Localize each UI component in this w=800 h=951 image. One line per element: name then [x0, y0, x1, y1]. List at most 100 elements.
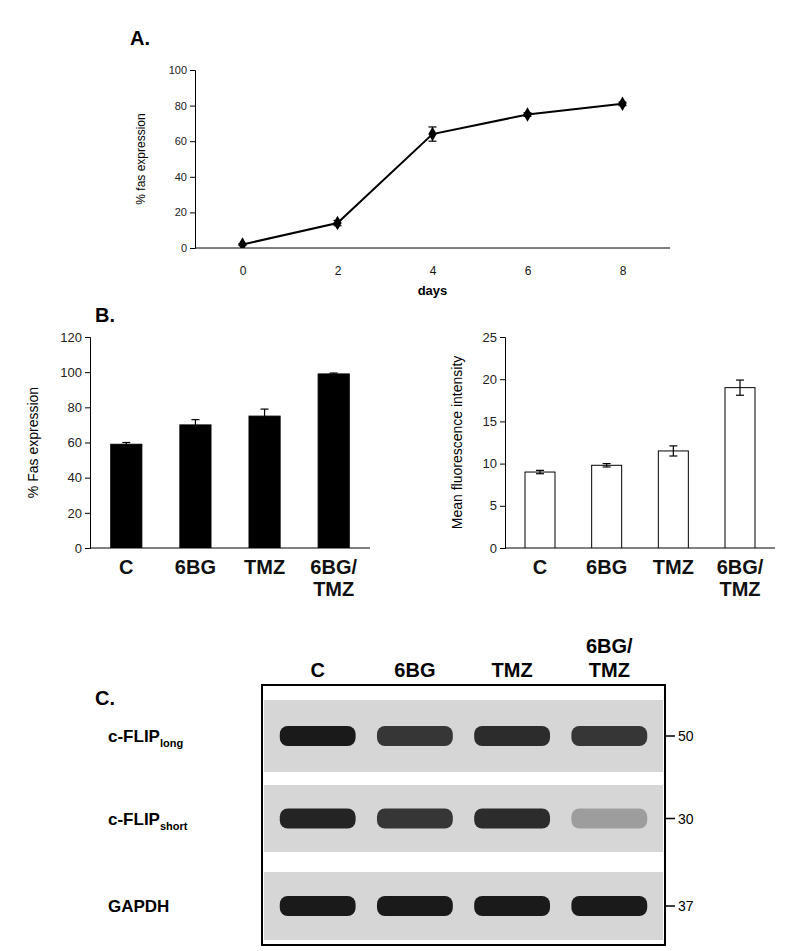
- band: [377, 896, 453, 916]
- marker: [618, 97, 626, 111]
- y-tick-mark: [190, 248, 195, 249]
- x-tick: TMZ: [244, 548, 285, 578]
- y-tick: 20: [68, 505, 90, 520]
- x-tick-label: 6: [525, 264, 532, 278]
- bar: [592, 465, 622, 548]
- plot-area: [238, 97, 626, 248]
- error-bar: [122, 443, 130, 447]
- chart-2: 0510152025C6BGTMZ6BG/TMZMean fluorescenc…: [449, 330, 775, 601]
- error-bar: [191, 420, 199, 431]
- marker: [428, 127, 436, 141]
- y-tick-label: 0: [490, 541, 497, 556]
- x-tick: C: [533, 548, 547, 578]
- lane-label: TMZ: [492, 659, 533, 681]
- plot-area: [111, 373, 350, 548]
- y-axis-line: [500, 338, 506, 549]
- x-tick: 8: [620, 248, 627, 278]
- y-tick: 100: [169, 64, 195, 76]
- y-axis-line: [190, 71, 196, 249]
- y-tick: 0: [490, 541, 505, 556]
- y-tick-label: 100: [60, 365, 82, 380]
- x-axis: C 6BG TMZ 6BG/TMZ: [90, 548, 370, 600]
- y-tick-label: 80: [175, 100, 187, 112]
- x-tick: 4: [430, 248, 437, 278]
- x-tick: 6BG/TMZ: [717, 548, 764, 600]
- band: [474, 726, 550, 746]
- plot-area: [525, 380, 755, 548]
- y-axis-title: % Fas expression: [25, 387, 41, 498]
- error-bar-segment: [603, 463, 611, 464]
- x-tick-label: 2: [335, 264, 342, 278]
- y-tick-label: 40: [175, 171, 187, 183]
- y-tick: 80: [68, 400, 90, 415]
- x-axis-line: [195, 248, 670, 249]
- blot-strip: [264, 872, 663, 940]
- band: [474, 809, 550, 829]
- y-tick-mark: [85, 548, 90, 549]
- lane-label: C: [310, 659, 324, 681]
- y-tick-mark: [500, 421, 505, 422]
- band: [280, 809, 356, 829]
- error-bar: [603, 464, 611, 467]
- kda-tick: [665, 735, 675, 737]
- y-axis: 020406080100: [169, 64, 196, 254]
- y-tick: 40: [175, 171, 195, 183]
- y-tick-label: 40: [68, 470, 82, 485]
- y-tick: 40: [68, 470, 90, 485]
- y-tick: 5: [490, 498, 505, 513]
- error-bar-segment: [264, 409, 265, 423]
- figure: 02040608010002468% fas expressiondaysA.0…: [0, 0, 800, 951]
- x-tick: TMZ: [653, 548, 694, 578]
- y-tick: 20: [483, 372, 505, 387]
- x-tick-label: 4: [430, 264, 437, 278]
- panel-label: A.: [130, 27, 150, 49]
- y-tick-mark: [190, 141, 195, 142]
- row-label-sub: long: [160, 737, 183, 749]
- error-bar-segment: [603, 466, 611, 467]
- y-tick-mark: [500, 506, 505, 507]
- y-tick-label: 5: [490, 498, 497, 513]
- y-tick-mark: [500, 548, 505, 549]
- x-tick-label: 8: [620, 264, 627, 278]
- y-tick-label: 20: [68, 505, 82, 520]
- x-tick-label: 6BG: [175, 556, 216, 578]
- y-tick-label: 20: [483, 372, 497, 387]
- y-tick-mark: [85, 478, 90, 479]
- x-axis-title: days: [418, 283, 448, 298]
- y-tick-mark: [85, 513, 90, 514]
- y-tick-label: 0: [75, 541, 82, 556]
- y-axis: 020406080100120: [60, 330, 90, 556]
- error-bar: [669, 446, 677, 456]
- error-bar-segment: [536, 470, 544, 471]
- y-tick-label: 15: [483, 414, 497, 429]
- band: [377, 726, 453, 746]
- blot-frame: [262, 685, 665, 945]
- y-tick-label: 120: [60, 330, 82, 345]
- error-bar-segment: [191, 430, 199, 431]
- y-tick: 15: [483, 414, 505, 429]
- error-bar-segment: [739, 380, 740, 395]
- error-bar-segment: [736, 395, 744, 396]
- line: [243, 104, 623, 245]
- kda-tick: [665, 905, 675, 907]
- y-tick-mark: [190, 212, 195, 213]
- error-bar: [261, 409, 269, 423]
- band: [571, 896, 647, 916]
- row-label: GAPDH: [108, 897, 169, 916]
- y-tick-mark: [190, 106, 195, 107]
- y-tick-label: 20: [175, 206, 187, 218]
- row-label-sub: short: [160, 820, 188, 832]
- y-tick: 25: [483, 330, 505, 345]
- y-tick: 10: [483, 456, 505, 471]
- y-tick: 0: [181, 242, 195, 254]
- x-axis: C 6BG TMZ 6BG/TMZ: [505, 548, 775, 600]
- y-tick-label: 100: [169, 64, 187, 76]
- blot-3: C6BGTMZ6BG/TMZc-FLIPlong50c-FLIPshort30G…: [108, 635, 694, 945]
- error-bar-segment: [673, 446, 674, 456]
- x-tick-label: 6BG/TMZ: [310, 556, 357, 600]
- panel-label: B.: [95, 304, 115, 326]
- bar: [525, 472, 555, 548]
- x-tick: 6BG: [586, 548, 627, 578]
- error-bar-segment: [195, 420, 196, 431]
- x-tick: C: [119, 548, 133, 578]
